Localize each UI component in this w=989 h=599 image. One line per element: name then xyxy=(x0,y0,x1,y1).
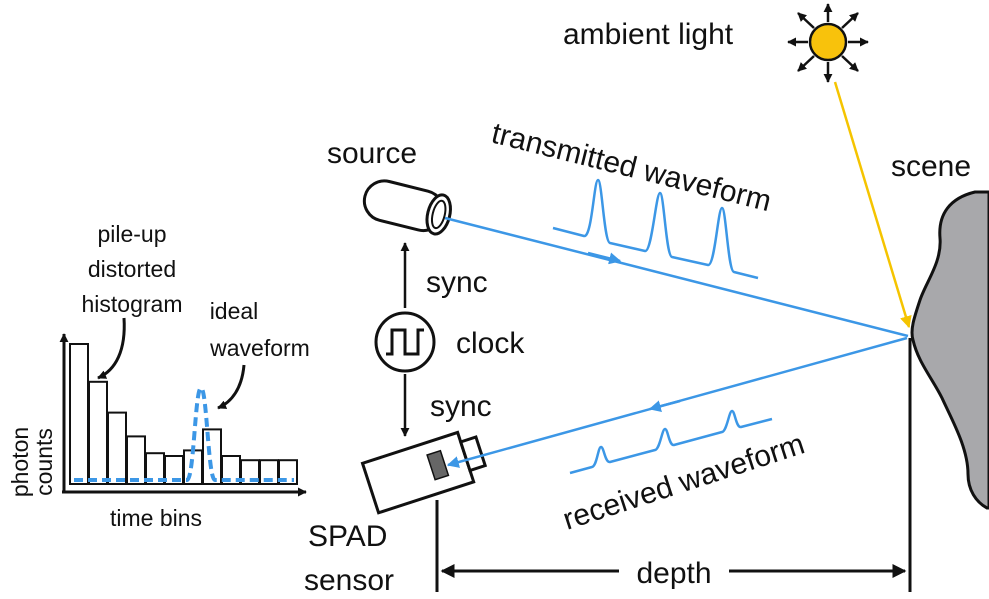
photon-counts-label-line2: counts xyxy=(31,428,57,496)
sun-icon xyxy=(787,3,869,83)
photon-counts-label-line1: photon xyxy=(7,427,33,497)
pileup-label-line2: distorted xyxy=(88,256,176,282)
spad-sensor-icon xyxy=(360,430,488,515)
ideal-waveform-curve xyxy=(74,385,294,482)
transmitted-waveform-label: transmitted waveform xyxy=(488,117,774,218)
clock-icon xyxy=(374,311,436,373)
transmitted-waveform-pulses xyxy=(552,178,759,280)
histogram-bar xyxy=(88,380,108,485)
histogram-bars xyxy=(69,343,298,486)
received-direction-arrow xyxy=(648,399,681,413)
ideal-waveform-pointer-arrow xyxy=(217,364,246,410)
depth-label: depth xyxy=(636,557,711,590)
spad-label-line1: SPAD xyxy=(308,520,387,553)
ambient-light-ray xyxy=(833,81,912,329)
source-label: source xyxy=(327,137,417,170)
histogram-bar xyxy=(69,343,89,485)
pileup-label-line1: pile-up xyxy=(97,221,166,247)
clock-label: clock xyxy=(456,327,525,360)
ambient-light-label: ambient light xyxy=(563,18,734,51)
depth-label-background xyxy=(619,551,729,589)
pileup-pointer-arrow xyxy=(97,317,126,380)
received-waveform-pulses xyxy=(569,409,773,475)
laser-source-icon xyxy=(362,179,452,236)
transmitted-direction-arrow xyxy=(587,251,622,265)
transmitted-light-path xyxy=(444,216,909,338)
time-bins-label: time bins xyxy=(110,505,202,531)
received-waveform-label: received waveform xyxy=(559,427,809,536)
histogram-bar xyxy=(126,435,146,485)
spad-label-line2: sensor xyxy=(304,564,394,597)
ideal-waveform-label-line1: ideal xyxy=(210,298,259,324)
scene-label: scene xyxy=(891,150,971,183)
pileup-label-line3: histogram xyxy=(82,291,183,317)
histogram-bar xyxy=(107,411,127,486)
ideal-waveform-label-line2: waveform xyxy=(209,335,310,361)
sync-label-bottom: sync xyxy=(430,390,492,423)
sync-label-top: sync xyxy=(426,266,488,299)
scene-surface xyxy=(910,190,989,510)
